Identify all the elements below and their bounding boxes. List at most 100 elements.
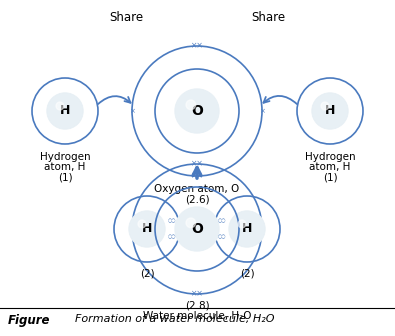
Circle shape bbox=[196, 110, 198, 113]
Text: (2): (2) bbox=[140, 269, 154, 279]
Circle shape bbox=[188, 102, 206, 120]
Circle shape bbox=[184, 98, 209, 123]
Circle shape bbox=[324, 105, 336, 117]
Circle shape bbox=[242, 223, 252, 235]
Circle shape bbox=[56, 102, 64, 110]
Circle shape bbox=[191, 223, 203, 235]
Circle shape bbox=[321, 102, 339, 120]
Circle shape bbox=[50, 96, 80, 126]
Text: (2.8): (2.8) bbox=[185, 301, 209, 311]
Circle shape bbox=[325, 106, 335, 116]
Circle shape bbox=[196, 110, 198, 112]
Circle shape bbox=[328, 109, 332, 113]
Circle shape bbox=[189, 103, 205, 119]
Circle shape bbox=[190, 104, 204, 118]
Circle shape bbox=[61, 108, 69, 115]
Circle shape bbox=[52, 98, 78, 124]
Circle shape bbox=[191, 105, 203, 117]
Circle shape bbox=[322, 102, 339, 119]
Circle shape bbox=[186, 218, 196, 228]
Circle shape bbox=[177, 90, 218, 131]
Text: H: H bbox=[325, 104, 335, 118]
Circle shape bbox=[229, 211, 265, 247]
Circle shape bbox=[143, 225, 151, 233]
Text: ××: ×× bbox=[191, 160, 203, 168]
Text: H: H bbox=[60, 104, 70, 118]
Circle shape bbox=[178, 92, 216, 130]
Circle shape bbox=[176, 208, 218, 250]
Circle shape bbox=[129, 211, 165, 247]
Circle shape bbox=[319, 99, 341, 122]
Circle shape bbox=[323, 104, 337, 118]
Circle shape bbox=[186, 100, 208, 122]
Circle shape bbox=[141, 223, 153, 235]
Circle shape bbox=[189, 221, 205, 237]
Circle shape bbox=[326, 107, 334, 115]
Circle shape bbox=[177, 209, 217, 249]
Circle shape bbox=[312, 93, 348, 129]
Circle shape bbox=[182, 214, 212, 244]
Circle shape bbox=[144, 226, 150, 232]
Circle shape bbox=[56, 102, 74, 120]
Circle shape bbox=[182, 96, 212, 126]
Circle shape bbox=[63, 109, 67, 113]
Circle shape bbox=[61, 107, 69, 115]
Circle shape bbox=[184, 98, 210, 124]
Circle shape bbox=[235, 217, 259, 241]
Circle shape bbox=[327, 109, 333, 114]
Circle shape bbox=[314, 95, 346, 127]
Text: ×: × bbox=[129, 108, 135, 114]
Circle shape bbox=[194, 108, 200, 114]
Circle shape bbox=[62, 108, 68, 114]
Circle shape bbox=[315, 96, 345, 126]
Circle shape bbox=[187, 101, 207, 121]
Circle shape bbox=[237, 219, 257, 239]
Circle shape bbox=[179, 211, 214, 247]
Text: atom, H: atom, H bbox=[44, 162, 86, 172]
Circle shape bbox=[48, 94, 82, 128]
Circle shape bbox=[321, 102, 329, 110]
Circle shape bbox=[181, 95, 213, 127]
Circle shape bbox=[58, 104, 72, 118]
Circle shape bbox=[60, 106, 70, 116]
Circle shape bbox=[181, 213, 213, 245]
Circle shape bbox=[329, 111, 331, 112]
Circle shape bbox=[188, 220, 206, 238]
Circle shape bbox=[146, 228, 148, 230]
Text: Water molecule, H₂O: Water molecule, H₂O bbox=[143, 311, 251, 321]
Text: Hydrogen: Hydrogen bbox=[40, 152, 90, 162]
Circle shape bbox=[62, 109, 68, 114]
Text: O: O bbox=[191, 104, 203, 118]
Circle shape bbox=[185, 217, 209, 241]
Circle shape bbox=[56, 102, 73, 119]
Circle shape bbox=[246, 228, 248, 229]
Circle shape bbox=[175, 89, 219, 133]
Circle shape bbox=[140, 222, 154, 236]
Circle shape bbox=[135, 217, 159, 241]
Text: H: H bbox=[242, 222, 252, 236]
Circle shape bbox=[51, 97, 79, 125]
Circle shape bbox=[55, 101, 75, 121]
Circle shape bbox=[238, 220, 246, 228]
Circle shape bbox=[322, 103, 338, 119]
Circle shape bbox=[232, 214, 262, 244]
Text: (1): (1) bbox=[323, 172, 337, 182]
Text: O: O bbox=[191, 222, 203, 236]
Circle shape bbox=[179, 93, 215, 129]
Text: Formation of a water molecule, H₂O: Formation of a water molecule, H₂O bbox=[75, 314, 275, 324]
Circle shape bbox=[131, 213, 163, 245]
Circle shape bbox=[186, 218, 208, 240]
Circle shape bbox=[133, 215, 161, 243]
Circle shape bbox=[244, 226, 250, 232]
Circle shape bbox=[147, 228, 148, 229]
Circle shape bbox=[241, 223, 253, 235]
Text: (2.6): (2.6) bbox=[185, 194, 209, 204]
Text: Hydrogen: Hydrogen bbox=[305, 152, 356, 162]
Circle shape bbox=[193, 107, 201, 115]
Circle shape bbox=[47, 93, 83, 129]
Circle shape bbox=[234, 216, 260, 242]
Circle shape bbox=[317, 98, 343, 124]
Circle shape bbox=[135, 218, 158, 240]
Circle shape bbox=[237, 219, 257, 239]
Circle shape bbox=[246, 228, 248, 230]
